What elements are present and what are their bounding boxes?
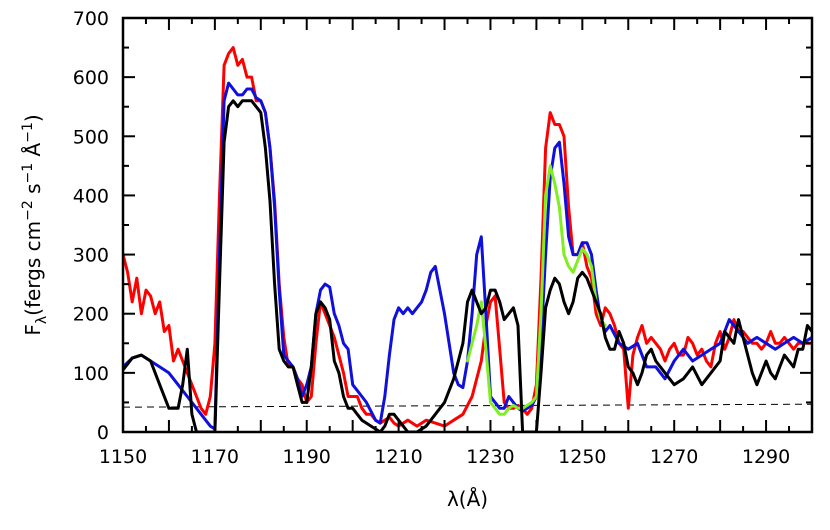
x-tick-label: 1290 xyxy=(742,446,790,468)
y-label-rest3: Å xyxy=(21,142,45,162)
y-label-rest1: (fergs cm xyxy=(21,221,45,316)
x-tick-label: 1270 xyxy=(650,446,698,468)
y-label-sup3: −1 xyxy=(20,122,36,143)
x-tick-label: 1170 xyxy=(191,446,239,468)
x-tick-label: 1230 xyxy=(466,446,514,468)
y-tick-label: 200 xyxy=(73,304,109,326)
x-tick-label: 1210 xyxy=(374,446,422,468)
y-tick-label: 600 xyxy=(73,67,109,89)
series-green-line xyxy=(466,164,607,416)
plot-frame xyxy=(121,16,814,434)
series-layer xyxy=(123,46,812,432)
y-label-rest2: s xyxy=(21,183,45,200)
series-black-line xyxy=(123,99,812,432)
x-tick-label: 1150 xyxy=(99,446,147,468)
x-tick-label: 1250 xyxy=(558,446,606,468)
y-label-close: ) xyxy=(21,114,45,122)
y-axis-label: Fλ(fergs cm−2 s−1 Å−1) xyxy=(20,114,50,335)
series-blue-line xyxy=(123,81,812,431)
y-tick-label: 0 xyxy=(97,422,109,444)
y-tick-label: 500 xyxy=(73,126,109,148)
x-tick-label: 1190 xyxy=(283,446,331,468)
y-label-sup2: −1 xyxy=(20,163,36,184)
y-label-main: F xyxy=(21,324,45,336)
x-axis-ticks: 1150 1170 1190 1210 1230 1250 1270 1290 xyxy=(99,18,813,468)
y-label-sup1: −2 xyxy=(20,200,36,221)
x-axis-label: λ(Å) xyxy=(447,487,488,511)
reference-dashed-line xyxy=(122,403,813,408)
y-tick-label: 700 xyxy=(73,8,109,30)
y-axis-ticks: 0 100 200 300 400 500 600 700 xyxy=(73,8,812,444)
y-tick-label: 300 xyxy=(73,245,109,267)
reference-layer xyxy=(122,403,813,408)
y-label-sub: λ xyxy=(34,316,50,324)
y-tick-label: 100 xyxy=(73,363,109,385)
y-tick-label: 400 xyxy=(73,185,109,207)
